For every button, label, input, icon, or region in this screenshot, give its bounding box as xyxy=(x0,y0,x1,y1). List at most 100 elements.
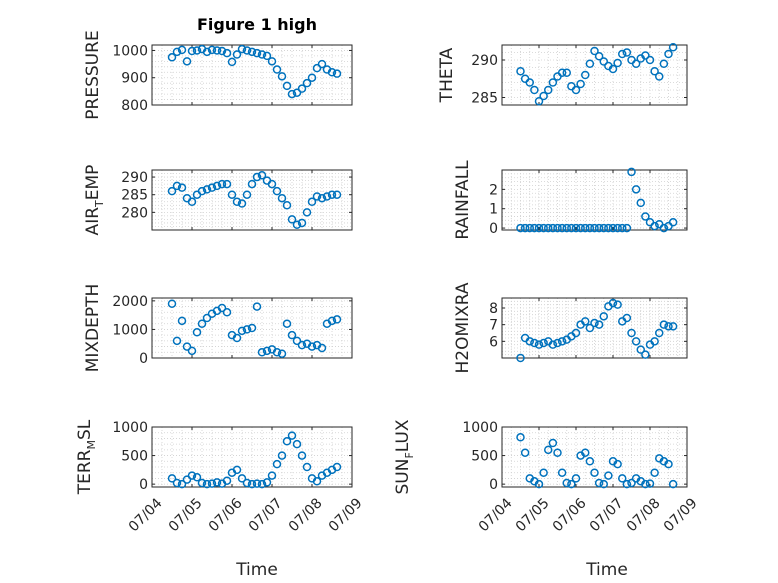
data-point xyxy=(618,223,627,233)
y-tick-label: 6 xyxy=(489,334,498,350)
data-point xyxy=(242,46,252,55)
y-axis-label-sub: F xyxy=(403,452,416,458)
data-point xyxy=(277,193,287,203)
data-point xyxy=(585,59,595,68)
data-point xyxy=(327,68,337,77)
data-point xyxy=(613,223,622,233)
data-point xyxy=(641,51,650,60)
data-point xyxy=(207,183,217,192)
data-point xyxy=(257,171,267,180)
data-point xyxy=(262,51,272,61)
data-point xyxy=(242,190,252,199)
data-point xyxy=(272,65,282,74)
y-tick-label: 1 xyxy=(489,202,498,218)
y-axis-label: H2OMIXRA xyxy=(453,282,473,373)
series-points xyxy=(167,431,342,489)
data-point xyxy=(650,337,659,346)
data-point xyxy=(247,179,257,189)
y-axis-label-main: SUN xyxy=(393,459,413,495)
data-point xyxy=(581,223,590,233)
grid-lines xyxy=(501,426,688,487)
data-point xyxy=(618,474,627,483)
data-point xyxy=(548,340,558,349)
data-point xyxy=(317,343,327,353)
data-point xyxy=(636,198,645,208)
data-point xyxy=(581,448,590,457)
y-tick-label: 0 xyxy=(489,221,498,237)
y-axis-label-main: TERR xyxy=(75,449,95,495)
data-point xyxy=(202,185,212,194)
data-point xyxy=(516,353,525,363)
data-point xyxy=(167,474,177,483)
data-point xyxy=(604,223,613,233)
data-point xyxy=(262,478,272,487)
data-point xyxy=(232,50,242,59)
y-axis-label: MIXDEPTH xyxy=(83,284,103,373)
y-tick-label: 2 xyxy=(489,182,498,198)
data-point xyxy=(222,476,232,485)
data-point xyxy=(664,459,673,469)
data-point xyxy=(322,192,332,201)
y-tick-label: 285 xyxy=(471,91,498,107)
data-point xyxy=(177,316,187,326)
data-point xyxy=(177,183,187,192)
data-point xyxy=(571,85,581,95)
y-tick-label: 285 xyxy=(121,188,148,204)
data-point xyxy=(581,70,590,80)
data-point xyxy=(585,323,595,333)
data-point xyxy=(297,84,307,93)
data-point xyxy=(267,57,277,66)
data-point xyxy=(222,48,232,58)
data-point xyxy=(590,223,599,233)
y-axis-label-main: PRESSURE xyxy=(83,30,103,119)
data-point xyxy=(553,448,562,457)
data-point xyxy=(307,73,317,82)
data-point xyxy=(237,326,247,336)
data-point xyxy=(636,345,645,354)
y-tick-label: 7 xyxy=(489,318,498,334)
data-point xyxy=(525,223,534,233)
x-axis-label-right: Time xyxy=(585,560,628,580)
data-point xyxy=(599,57,608,66)
data-point xyxy=(534,97,544,106)
y-tick-label: 1000 xyxy=(112,43,148,59)
data-point xyxy=(668,43,678,52)
data-point xyxy=(599,312,608,321)
data-point xyxy=(590,468,599,477)
data-point xyxy=(530,338,539,348)
grid-lines xyxy=(151,169,353,231)
data-point xyxy=(312,477,322,486)
data-point xyxy=(599,223,608,233)
series-points xyxy=(516,43,678,106)
y-tick-label: 290 xyxy=(471,53,498,69)
data-point xyxy=(242,325,252,334)
data-point xyxy=(217,179,227,189)
y-tick-label: 1000 xyxy=(112,322,148,338)
data-point xyxy=(516,67,525,76)
data-point xyxy=(599,479,608,489)
series-points xyxy=(516,167,678,233)
data-point xyxy=(237,474,247,483)
y-axis-label-main: RAINFALL xyxy=(453,160,473,240)
series-points xyxy=(516,298,678,363)
data-point xyxy=(227,57,237,67)
data-point xyxy=(287,215,297,224)
data-point xyxy=(516,223,525,233)
data-point xyxy=(272,348,282,357)
x-axis-label-left: Time xyxy=(235,560,278,580)
data-point xyxy=(297,451,307,460)
data-point xyxy=(252,172,262,182)
data-point xyxy=(217,303,227,313)
data-point xyxy=(516,433,525,442)
data-point xyxy=(172,478,182,488)
data-point xyxy=(282,319,292,328)
data-point xyxy=(207,479,217,488)
data-point xyxy=(520,448,530,457)
series-points xyxy=(516,433,678,489)
data-point xyxy=(197,319,207,328)
data-point xyxy=(192,46,202,55)
data-point xyxy=(327,190,337,199)
grid-lines xyxy=(151,44,353,106)
data-point xyxy=(650,468,659,477)
data-point xyxy=(562,68,571,77)
